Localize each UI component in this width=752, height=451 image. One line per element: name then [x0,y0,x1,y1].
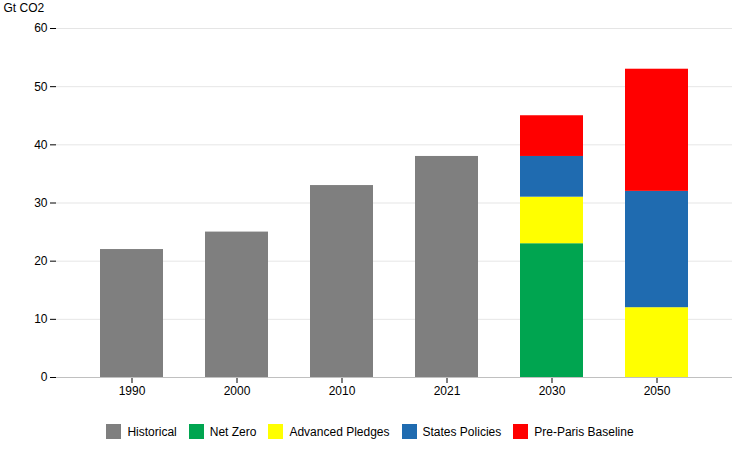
svg-text:1990: 1990 [119,384,146,398]
html-text:Net Zero: Net Zero [209,424,257,439]
svg-text:Gt CO2: Gt CO2 [4,1,45,15]
html-text:Pre-Paris Baseline: Pre-Paris Baseline [534,424,634,439]
svg-text:60: 60 [34,21,48,35]
svg-text:2010: 2010 [329,384,356,398]
html-text:States Policies: States Policies [422,424,502,439]
svg-text:40: 40 [34,138,48,152]
svg-text:10: 10 [34,312,48,326]
svg-text:50: 50 [34,80,48,94]
svg-text:0: 0 [41,370,48,384]
svg-text:2000: 2000 [224,384,251,398]
svg-text:20: 20 [34,254,48,268]
svg-text:2021: 2021 [434,384,461,398]
svg-text:2030: 2030 [539,384,566,398]
svg-text:30: 30 [34,196,48,210]
html-text:Advanced Pledges: Advanced Pledges [289,424,390,439]
html-text:Historical: Historical [127,424,177,439]
svg-text:2050: 2050 [644,384,671,398]
